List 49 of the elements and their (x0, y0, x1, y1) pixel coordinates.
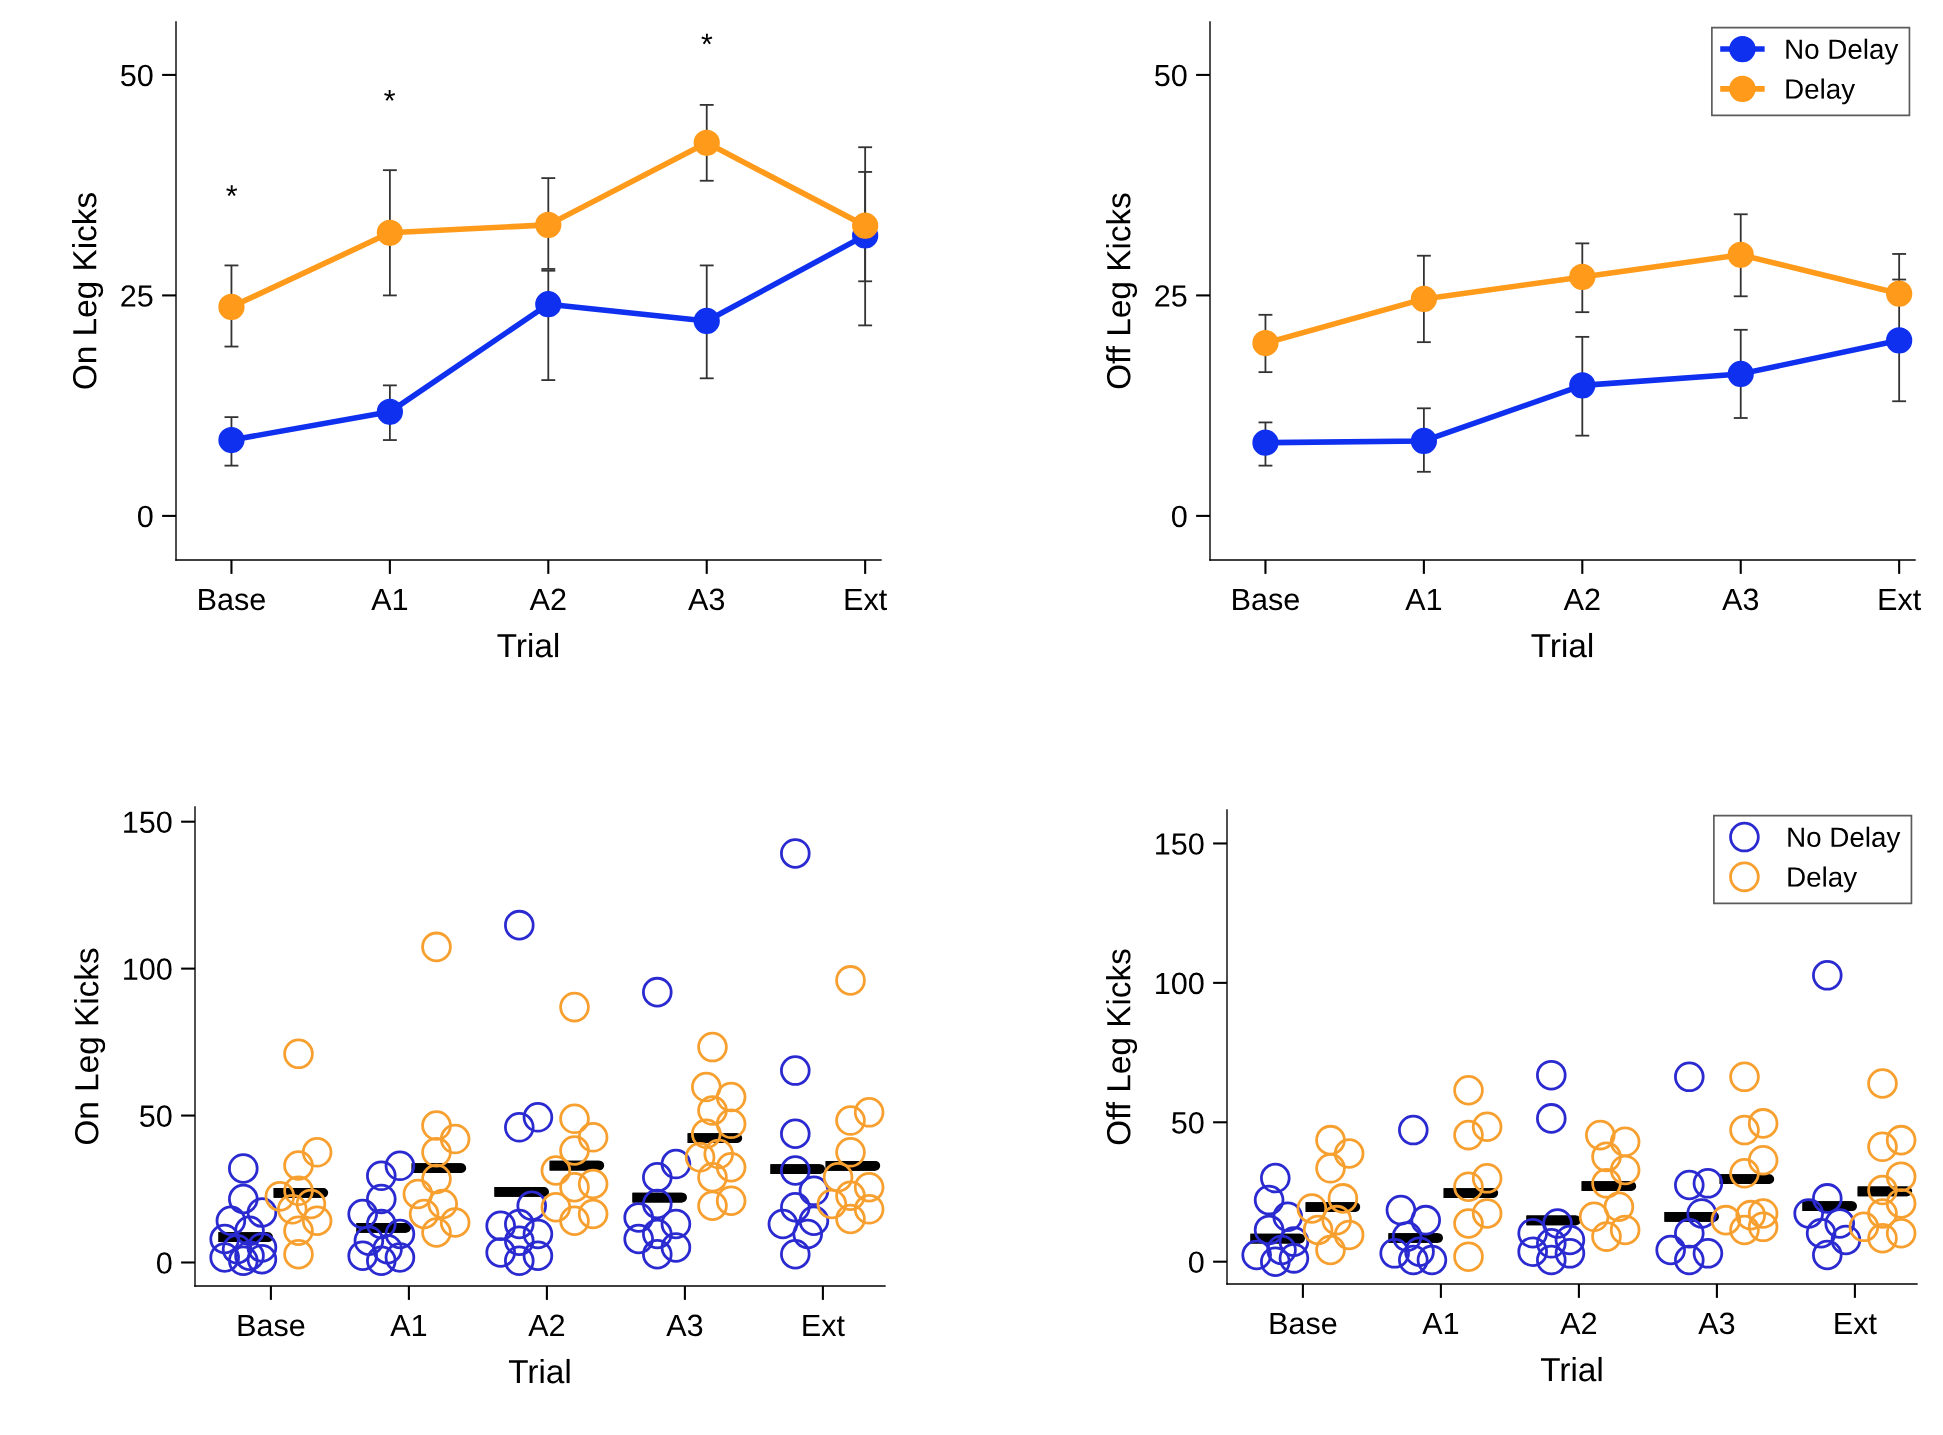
annotation: * (701, 33, 713, 45)
y-tick-label: 100 (1156, 972, 1204, 995)
x-tick-label: A2 (528, 1314, 565, 1336)
x-axis-title: Trial (508, 1358, 570, 1384)
x-tick-label: Ext (1835, 1312, 1877, 1335)
y-axis-title: On Leg Kicks (72, 193, 104, 389)
y-tick-label: 100 (124, 958, 172, 980)
y-tick-label: 150 (1156, 833, 1204, 855)
x-tick-label: A1 (1422, 1312, 1459, 1334)
y-tick-label: 0 (1171, 505, 1187, 528)
x-tick-label: A1 (1405, 588, 1442, 610)
y-axis-title: On Leg Kicks (74, 948, 106, 1145)
x-tick-label: A3 (1698, 1312, 1735, 1335)
x-tick-label: Base (238, 1314, 305, 1337)
y-axis-title: Off Leg Kicks (1106, 949, 1138, 1145)
x-tick-label: A2 (1563, 588, 1600, 610)
x-tick-label: A2 (1560, 1312, 1597, 1334)
x-axis-title: Trial (1540, 1356, 1602, 1382)
legend-label: No Delay (1788, 826, 1901, 853)
annotation: * (226, 185, 238, 197)
y-tick-label: 50 (1172, 1112, 1204, 1134)
x-tick-label: A1 (390, 1314, 427, 1336)
x-axis-title: Trial (497, 632, 559, 658)
x-tick-label: Ext (803, 1314, 845, 1337)
y-tick-label: 0 (1188, 1251, 1204, 1274)
y-tick-label: 150 (124, 811, 172, 834)
x-tick-label: A3 (688, 588, 725, 611)
x-tick-label: Ext (1879, 588, 1922, 611)
legend-label: Delay (1788, 866, 1858, 893)
y-tick-label: 50 (140, 1105, 172, 1127)
y-tick-label: 50 (1155, 64, 1187, 87)
y-tick-label: 0 (156, 1252, 172, 1274)
legend-label: Delay (1786, 78, 1856, 105)
x-tick-label: Base (199, 588, 265, 611)
y-tick-label: 25 (1155, 285, 1187, 307)
y-tick-label: 25 (121, 285, 153, 307)
legend-label: No Delay (1786, 38, 1899, 65)
annotation: * (384, 90, 396, 101)
x-tick-label: Ext (845, 588, 888, 611)
y-axis-title: Off Leg Kicks (1106, 193, 1138, 389)
y-tick-label: 50 (121, 64, 153, 87)
x-tick-label: A2 (529, 588, 566, 610)
y-tick-label: 0 (137, 505, 153, 528)
x-tick-label: A3 (666, 1314, 703, 1337)
x-axis-title: Trial (1531, 632, 1593, 658)
x-tick-label: A3 (1722, 588, 1759, 611)
x-tick-label: Base (1233, 588, 1299, 611)
x-tick-label: Base (1270, 1312, 1337, 1335)
x-tick-label: A1 (371, 588, 408, 610)
